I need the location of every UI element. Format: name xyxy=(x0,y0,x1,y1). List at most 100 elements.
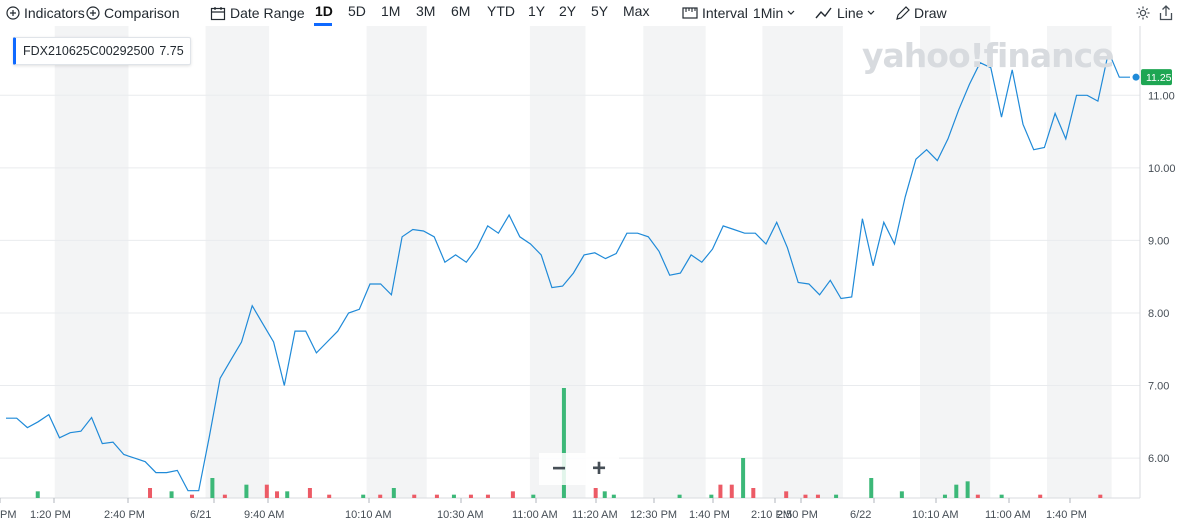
price-line xyxy=(6,49,1130,492)
chart-toolbar: Indicators Comparison Date Range 1D 5D 1… xyxy=(0,0,1186,26)
chevron-down-icon xyxy=(787,10,795,15)
volume-bars xyxy=(35,388,1103,498)
zoom-controls: − + xyxy=(539,453,619,485)
volume-bar xyxy=(189,494,194,498)
active-range-underline xyxy=(314,23,332,26)
last-price-badge xyxy=(1141,69,1172,86)
zoom-out-button[interactable]: − xyxy=(551,455,566,482)
symbol-legend[interactable]: FDX210625C00292500 7.75 xyxy=(13,37,191,65)
settings-button[interactable] xyxy=(1135,3,1155,23)
range-2y[interactable]: 2Y xyxy=(559,3,577,19)
volume-bar xyxy=(391,488,396,498)
chart-type-label: Line xyxy=(837,5,864,21)
volume-bar xyxy=(975,494,980,498)
range-ytd[interactable]: YTD xyxy=(487,3,515,19)
calendar-icon xyxy=(210,6,226,20)
volume-bar xyxy=(307,488,312,498)
volume-bar xyxy=(485,494,490,498)
legend-value: 7.75 xyxy=(159,44,184,58)
volume-bar xyxy=(378,494,383,498)
gear-icon xyxy=(1136,6,1150,20)
x-tick-label: 2:50 PM xyxy=(777,509,818,521)
plus-circle-icon xyxy=(6,6,20,20)
legend-symbol: FDX210625C00292500 xyxy=(23,44,155,58)
x-tick-label: 10:10 AM xyxy=(912,509,958,521)
volume-bar xyxy=(899,491,904,498)
volume-bar xyxy=(222,494,227,498)
volume-bar xyxy=(148,488,153,498)
x-tick-label: 11:00 AM xyxy=(512,509,558,521)
session-band xyxy=(529,26,586,498)
x-tick-label: 11:20 AM xyxy=(572,509,618,521)
volume-bar xyxy=(275,491,280,498)
y-tick-label: 10.00 xyxy=(1148,163,1176,175)
volume-bar xyxy=(210,478,215,498)
zoom-in-button[interactable]: + xyxy=(591,455,606,482)
range-5d[interactable]: 5D xyxy=(348,3,366,19)
volume-bar xyxy=(741,458,746,498)
x-tick-label: 11:00 AM xyxy=(985,509,1031,521)
draw-button[interactable]: Draw xyxy=(895,3,947,23)
plus-circle-icon xyxy=(86,6,100,20)
volume-bar xyxy=(729,484,734,498)
interval-button[interactable]: Interval 1Min xyxy=(682,3,800,23)
volume-bar xyxy=(285,491,290,498)
session-bands xyxy=(54,26,1112,498)
volume-bar xyxy=(35,491,40,498)
session-band xyxy=(762,26,843,498)
indicators-button[interactable]: Indicators xyxy=(6,3,85,23)
volume-bar xyxy=(593,488,598,498)
session-band xyxy=(205,26,270,498)
chart-type-button[interactable]: Line xyxy=(815,3,880,23)
range-5y[interactable]: 5Y xyxy=(591,3,609,19)
line-chart-icon xyxy=(815,7,832,19)
x-tick-label: 10:30 AM xyxy=(437,509,483,521)
share-button[interactable] xyxy=(1159,3,1177,23)
chevron-down-icon xyxy=(868,10,875,15)
range-6m[interactable]: 6M xyxy=(451,3,471,19)
volume-bar xyxy=(510,491,515,498)
x-tick-label: 2:40 PM xyxy=(104,509,145,521)
date-range-button[interactable]: Date Range xyxy=(210,3,305,23)
volume-bar xyxy=(561,388,566,498)
range-max[interactable]: Max xyxy=(623,3,650,19)
volume-bar xyxy=(169,491,174,498)
volume-bar xyxy=(264,484,269,498)
x-tick-label: 1:40 PM xyxy=(1046,509,1087,521)
volume-bar xyxy=(718,484,723,498)
volume-bar xyxy=(1098,494,1103,498)
volume-bar xyxy=(999,494,1004,498)
volume-bar xyxy=(965,481,970,498)
volume-bar xyxy=(531,494,536,498)
volume-bar xyxy=(942,494,947,498)
range-3m[interactable]: 3M xyxy=(416,3,436,19)
x-tick-label: 9:40 AM xyxy=(244,509,284,521)
last-price-dot xyxy=(1132,73,1140,81)
session-band xyxy=(366,26,427,498)
y-tick-label: 8.00 xyxy=(1148,308,1169,320)
volume-bar xyxy=(434,494,439,498)
price-chart[interactable]: 6.00 7.00 8.00 9.00 10.00 11.00 PM 1:20 PM 2:40… xyxy=(0,26,1186,532)
range-1d[interactable]: 1D xyxy=(315,3,333,19)
yahoo-finance-watermark: yahoo!finance xyxy=(862,36,1115,75)
comparison-button[interactable]: Comparison xyxy=(86,3,179,23)
volume-bar xyxy=(803,494,808,498)
range-1y[interactable]: 1Y xyxy=(528,3,546,19)
volume-bar xyxy=(1038,494,1043,498)
range-1m[interactable]: 1M xyxy=(381,3,401,19)
volume-bar xyxy=(244,484,249,498)
x-tick-label: 10:10 AM xyxy=(345,509,391,521)
ruler-icon xyxy=(682,7,698,19)
x-tick-label: 6/21 xyxy=(190,509,211,521)
x-tick-label: 6/22 xyxy=(850,509,871,521)
volume-bar xyxy=(602,491,607,498)
x-tick-label: PM xyxy=(0,509,17,521)
volume-bar xyxy=(677,494,682,498)
volume-bar xyxy=(751,488,756,498)
last-price-label: 11.25 xyxy=(1146,72,1172,84)
volume-bar xyxy=(611,494,616,498)
y-tick-label: 9.00 xyxy=(1148,235,1169,247)
date-range-label: Date Range xyxy=(230,5,305,21)
x-tick-label: 1:20 PM xyxy=(30,509,71,521)
y-tick-label: 6.00 xyxy=(1148,453,1169,465)
